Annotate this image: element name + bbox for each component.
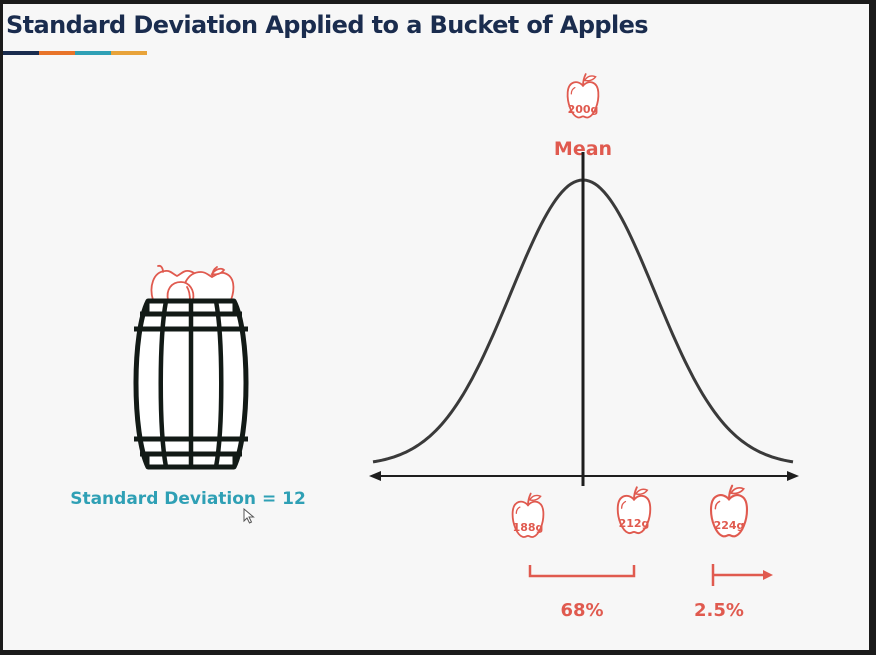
underline-segment-orange <box>39 51 75 55</box>
underline-segment-gold <box>111 51 147 55</box>
slide: Standard Deviation Applied to a Bucket o… <box>3 4 869 650</box>
underline-segment-navy <box>3 51 39 55</box>
bell-curve-diagram: Standard Deviation = 12 200g Mean 188g 2… <box>70 73 799 621</box>
tail-range-arrowhead <box>763 570 773 580</box>
apple-224g-weight: 224g <box>714 519 745 532</box>
one-sd-bracket <box>528 565 636 578</box>
mean-label: Mean <box>554 138 612 160</box>
tail-percentage: 2.5% <box>694 600 744 621</box>
apple-212g-weight: 212g <box>619 517 650 530</box>
slide-title: Standard Deviation Applied to a Bucket o… <box>6 11 649 39</box>
tail-range-arrow <box>711 564 765 586</box>
standard-deviation-label: Standard Deviation = 12 <box>70 489 306 509</box>
x-axis-right-arrowhead <box>787 471 799 481</box>
apple-188g-weight: 188g <box>513 521 544 534</box>
underline-segment-teal <box>75 51 111 55</box>
title-underline <box>3 51 147 55</box>
mouse-cursor-icon <box>243 508 255 524</box>
one-sd-percentage: 68% <box>560 600 603 621</box>
x-axis-left-arrowhead <box>369 471 381 481</box>
barrel-with-apples-icon <box>133 264 249 470</box>
mean-apple-weight: 200g <box>568 103 599 116</box>
